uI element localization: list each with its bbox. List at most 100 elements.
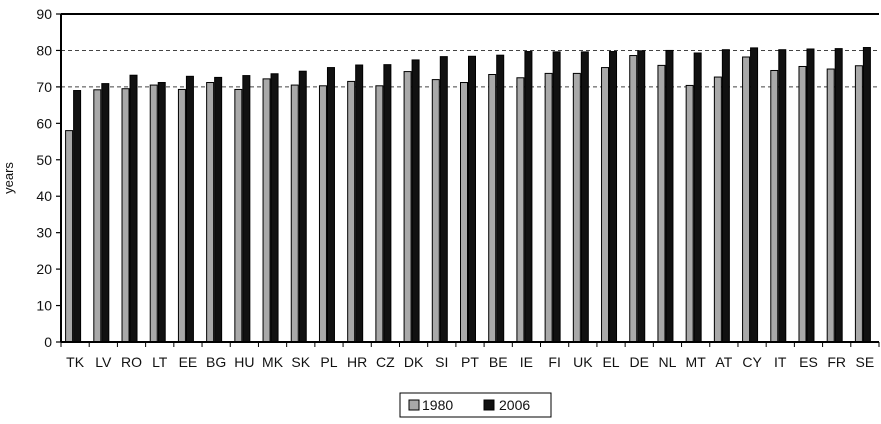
x-tick-label: IE [520, 354, 533, 370]
y-tick-label: 40 [36, 188, 52, 204]
bar-2006-MT [693, 52, 702, 343]
bar-2006-FR [834, 48, 843, 343]
bar-2006-EL [609, 51, 618, 343]
bar-2006-NL [665, 49, 674, 343]
bar-2006-IE [524, 51, 533, 343]
bar-2006-UK [580, 51, 589, 343]
bar-2006-SK [298, 70, 307, 343]
bar-2006-LV [101, 83, 110, 343]
y-tick-label: 10 [36, 298, 52, 314]
bar-1980-MT [685, 84, 694, 343]
x-tick-label: LT [152, 354, 168, 370]
bar-2006-IT [778, 49, 787, 343]
bar-1980-CZ [375, 85, 384, 343]
y-tick-label: 90 [36, 6, 52, 22]
x-tick-label: IT [774, 354, 787, 370]
y-tick-label: 0 [44, 334, 52, 350]
bar-2006-EE [185, 75, 194, 343]
x-tick-label: BE [489, 354, 508, 370]
bar-1980-BG [206, 82, 215, 343]
bar-1980-ES [798, 65, 807, 343]
x-tick-label: TK [66, 354, 85, 370]
bar-1980-EE [177, 88, 186, 343]
x-tick-label: EL [602, 354, 619, 370]
x-tick-label: PT [461, 354, 479, 370]
x-tick-label: CY [742, 354, 762, 370]
bar-2006-RO [129, 74, 138, 343]
bar-2006-LT [157, 82, 166, 343]
bar-1980-PL [318, 85, 327, 343]
x-tick-label: BG [206, 354, 226, 370]
bar-1980-FR [826, 68, 835, 343]
bar-1980-SK [290, 84, 299, 343]
bar-2006-BE [496, 54, 505, 343]
x-tick-label: ES [799, 354, 818, 370]
x-tick-label: FR [827, 354, 846, 370]
legend-swatch-1980 [408, 399, 420, 411]
bar-1980-UK [572, 72, 581, 343]
legend-box [399, 392, 552, 418]
bar-1980-TK [65, 130, 74, 343]
x-tick-label: LV [95, 354, 112, 370]
bar-1980-RO [121, 88, 130, 343]
x-tick-label: HR [347, 354, 367, 370]
bar-1980-EL [601, 67, 610, 343]
y-tick-label: 50 [36, 152, 52, 168]
x-tick-label: FI [548, 354, 560, 370]
bar-1980-SE [854, 65, 863, 343]
x-tick-label: DK [404, 354, 424, 370]
x-tick-label: HU [234, 354, 254, 370]
y-axis-label: years [1, 162, 16, 194]
bar-2006-BG [214, 76, 223, 343]
bar-2006-PT [468, 55, 476, 343]
legend-label-2006: 2006 [499, 397, 530, 413]
x-tick-label: UK [573, 354, 593, 370]
bar-2006-AT [721, 49, 730, 343]
bar-1980-PT [460, 82, 468, 343]
bar-1980-SI [431, 79, 440, 343]
legend-label-1980: 1980 [422, 397, 453, 413]
bar-2006-ES [806, 48, 815, 343]
bar-1980-FI [544, 72, 553, 343]
x-tick-label: MT [686, 354, 707, 370]
bar-2006-TK [73, 90, 82, 343]
y-tick-label: 60 [36, 115, 52, 131]
x-tick-label: SE [856, 354, 875, 370]
bar-1980-AT [713, 76, 722, 343]
y-tick-label: 80 [36, 42, 52, 58]
x-tick-label: AT [715, 354, 732, 370]
bar-2006-SE [862, 47, 871, 343]
bar-1980-CY [742, 56, 751, 343]
x-tick-label: EE [179, 354, 198, 370]
bar-1980-MK [262, 78, 271, 343]
x-tick-label: MK [262, 354, 284, 370]
bar-2006-DK [411, 59, 420, 343]
bar-2006-FI [552, 51, 561, 343]
y-tick-label: 30 [36, 225, 52, 241]
bar-2006-HR [355, 64, 364, 343]
bar-1980-LV [93, 89, 102, 343]
x-tick-label: NL [658, 354, 676, 370]
legend-swatch-2006 [483, 399, 495, 411]
bar-2006-PL [326, 67, 335, 343]
bar-2006-SI [439, 56, 448, 343]
x-tick-label: RO [121, 354, 142, 370]
x-tick-label: PL [320, 354, 337, 370]
x-tick-label: SI [435, 354, 448, 370]
bar-2006-CZ [383, 64, 392, 343]
x-tick-label: CZ [376, 354, 395, 370]
y-tick-label: 70 [36, 79, 52, 95]
bar-1980-HU [234, 88, 243, 343]
bar-1980-DK [403, 71, 412, 343]
bar-1980-DE [629, 55, 638, 343]
bar-1980-BE [488, 73, 497, 343]
y-tick-label: 20 [36, 261, 52, 277]
bar-1980-NL [657, 64, 666, 343]
bar-1980-IE [516, 77, 525, 343]
bar-2006-DE [637, 50, 646, 343]
bar-1980-IT [770, 69, 779, 343]
x-tick-label: SK [291, 354, 310, 370]
bar-1980-LT [149, 84, 158, 343]
